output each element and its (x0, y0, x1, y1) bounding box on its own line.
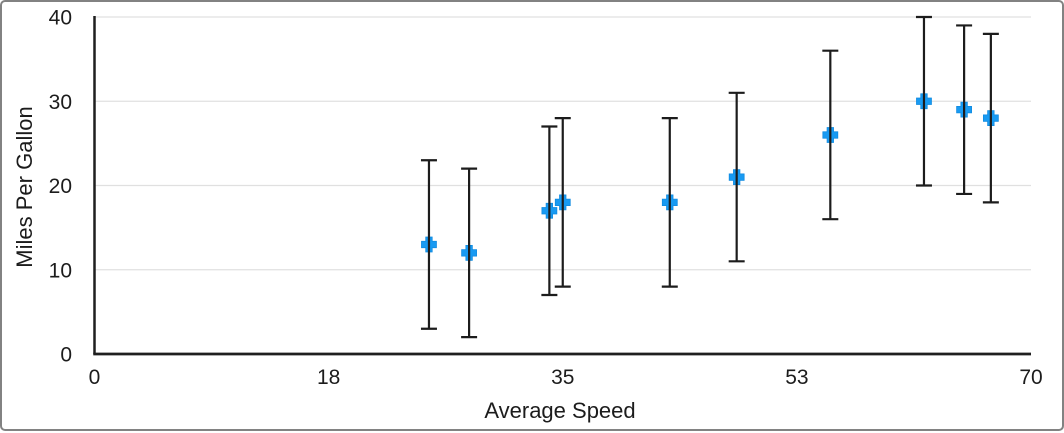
x-tick-label-18: 18 (317, 366, 340, 389)
x-tick-label-35: 35 (551, 366, 574, 389)
y-tick-label-0: 0 (60, 344, 72, 367)
x-tick-labels: 0 18 35 53 70 (89, 366, 1043, 389)
x-axis-title: Average Speed (484, 398, 636, 423)
y-tick-label-40: 40 (49, 7, 72, 30)
x-tick-label-0: 0 (89, 366, 101, 389)
y-tick-label-30: 30 (49, 91, 72, 114)
y-tick-labels: 0 10 20 30 40 (49, 7, 72, 367)
x-tick-label-53: 53 (785, 366, 808, 389)
x-tick-label-70: 70 (1019, 366, 1042, 389)
y-tick-label-20: 20 (49, 175, 72, 198)
y-tick-label-10: 10 (49, 259, 72, 282)
axis-lines (93, 16, 1031, 356)
error-bars (420, 15, 999, 339)
y-axis-title: Miles Per Gallon (12, 106, 37, 268)
data-markers (421, 93, 999, 261)
